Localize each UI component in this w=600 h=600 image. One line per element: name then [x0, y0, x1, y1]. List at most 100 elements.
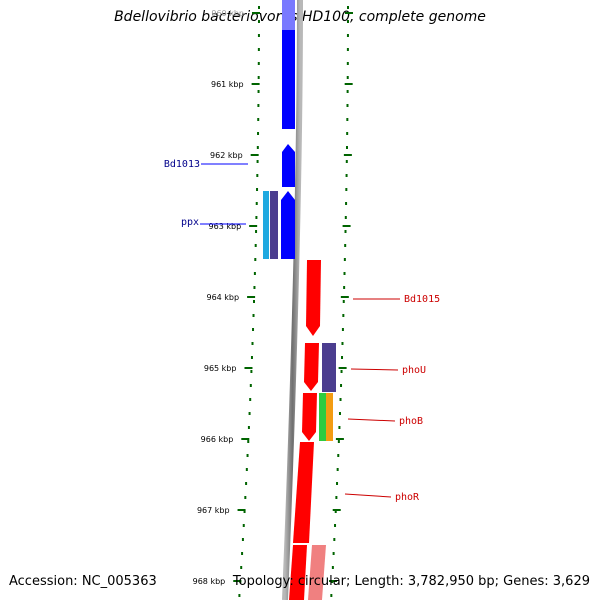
tick-mark — [344, 12, 353, 14]
label-leader-phoU — [350, 368, 399, 371]
tick-dot — [339, 398, 342, 401]
tick-dot — [346, 20, 349, 23]
tick-label: 964 kbp — [206, 293, 239, 302]
feature-pink[interactable] — [308, 545, 326, 600]
tick-mark — [249, 225, 258, 227]
tick-dot — [257, 104, 260, 107]
tick-dot — [249, 398, 252, 401]
gene-arrow-reverse[interactable] — [282, 0, 295, 30]
tick-dot — [346, 34, 349, 37]
tick-dot — [344, 216, 347, 219]
gene-label-phoB[interactable]: phoB — [399, 416, 423, 427]
tick-labels: 960 kbp 961 kbp 962 kbp 963 kbp 964 kbp 965 k… — [193, 9, 353, 586]
tick-dot — [343, 258, 346, 261]
gene-arrow-phoR[interactable] — [293, 442, 314, 543]
tick-mark — [247, 296, 256, 298]
tick-label: 961 kbp — [211, 80, 244, 89]
tick-dot — [333, 538, 336, 541]
tick-dot — [341, 342, 344, 345]
tick-mark — [251, 12, 260, 14]
tick-dot — [257, 90, 260, 93]
feature-purple-2[interactable] — [322, 343, 336, 392]
feature-orange[interactable] — [326, 393, 333, 441]
tick-dot — [346, 76, 349, 79]
tick-dot — [244, 496, 247, 499]
tick-dot — [345, 146, 348, 149]
gene-label-bd1013[interactable]: Bd1013 — [164, 159, 200, 170]
tick-dot — [243, 510, 246, 513]
tick-dot — [240, 566, 243, 569]
tick-dot — [238, 594, 241, 597]
gene-arrow-phoU[interactable] — [304, 343, 319, 391]
tick-dot — [257, 34, 260, 37]
tick-label: 968 kbp — [193, 577, 226, 586]
gene-label-group: Bd1013 ppx Bd1015 phoU phoB phoR — [164, 159, 440, 503]
tick-dot — [345, 160, 348, 163]
tick-dot — [250, 370, 253, 373]
tick-dot — [337, 440, 340, 443]
feature-purple[interactable] — [270, 191, 278, 259]
tick-mark — [251, 83, 260, 85]
tick-dot — [248, 412, 251, 415]
gene-label-bd1015[interactable]: Bd1015 — [404, 294, 440, 305]
gene-arrow-phoB[interactable] — [302, 393, 317, 441]
tick-dot — [254, 244, 257, 247]
tick-dot — [257, 76, 260, 79]
tick-dot — [253, 272, 256, 275]
gene-label-ppx[interactable]: ppx — [181, 217, 199, 228]
right-tick-rail — [330, 6, 349, 597]
tick-label: 960 kbp — [211, 9, 244, 18]
tick-dot — [341, 356, 344, 359]
tick-dot — [346, 118, 349, 121]
genome-backbone — [282, 0, 303, 600]
tick-dot — [334, 510, 337, 513]
tick-label: 962 kbp — [210, 151, 243, 160]
gene-arrow-reverse[interactable] — [282, 0, 295, 129]
topology-label: Topology: circular; Length: 3,782,950 bp… — [232, 574, 590, 589]
tick-dot — [245, 482, 248, 485]
tick-dot — [257, 118, 260, 121]
tick-dot — [257, 132, 260, 135]
tick-label: 963 kbp — [209, 222, 242, 231]
tick-dot — [346, 90, 349, 93]
tick-dot — [255, 202, 258, 205]
tick-mark — [329, 580, 338, 582]
tick-mark — [340, 296, 349, 298]
feature-cyan[interactable] — [263, 191, 269, 259]
tick-dot — [252, 314, 255, 317]
tick-dot — [344, 244, 347, 247]
label-leader-phoB — [347, 418, 396, 422]
tick-label: 967 kbp — [197, 506, 230, 515]
tick-mark — [250, 154, 259, 156]
tick-dot — [250, 356, 253, 359]
tick-dot — [340, 384, 343, 387]
tick-dot — [345, 174, 348, 177]
tick-mark — [241, 438, 250, 440]
tick-dot — [335, 496, 338, 499]
tick-dot — [256, 174, 259, 177]
tick-dot — [346, 48, 349, 51]
tick-dot — [337, 454, 340, 457]
tick-dot — [346, 6, 349, 9]
tick-dot — [246, 454, 249, 457]
tick-dot — [334, 524, 337, 527]
gene-label-phoR[interactable]: phoR — [395, 492, 420, 503]
gene-arrow-bd1015[interactable] — [306, 260, 321, 336]
tick-dot — [345, 188, 348, 191]
tick-dot — [247, 426, 250, 429]
feature-green[interactable] — [319, 393, 326, 441]
tick-dot — [257, 6, 260, 9]
tick-dot — [256, 188, 259, 191]
tick-dot — [344, 230, 347, 233]
tick-dot — [346, 104, 349, 107]
tick-mark — [338, 367, 347, 369]
gene-arrow-forward[interactable] — [289, 545, 307, 600]
tick-mark — [343, 154, 352, 156]
gene-arrow-ppx[interactable] — [281, 191, 295, 259]
gene-arrow-bd1013[interactable] — [282, 144, 295, 187]
left-tick-rail — [238, 6, 260, 597]
tick-mark — [342, 225, 351, 227]
gene-label-phoU[interactable]: phoU — [402, 365, 426, 376]
tick-dot — [253, 300, 255, 303]
